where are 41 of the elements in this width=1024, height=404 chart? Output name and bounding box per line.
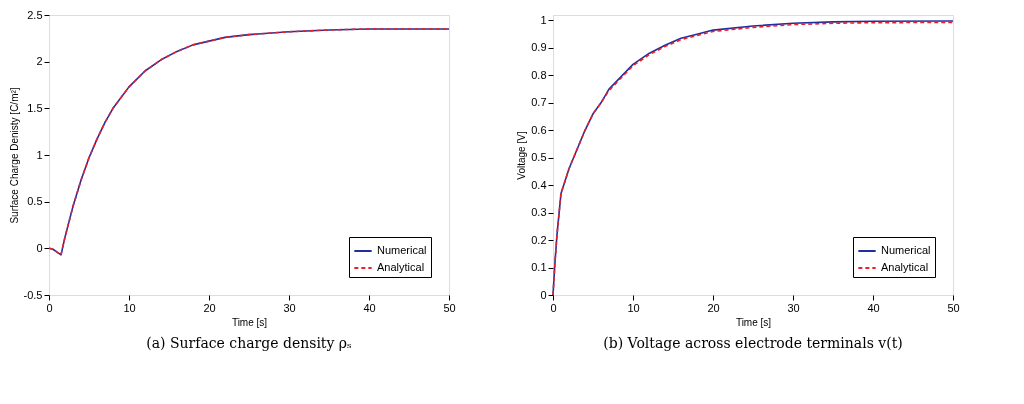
y-tick-label: 0.7	[531, 96, 547, 109]
line-series	[48, 28, 450, 256]
y-tick-label: 0.3	[531, 206, 547, 219]
legend-label: Numerical	[881, 244, 931, 256]
x-tick-label: 20	[707, 301, 720, 314]
x-tick-label: 30	[787, 301, 800, 314]
legend-label: Analytical	[881, 261, 929, 273]
x-tick-label: 50	[947, 301, 960, 314]
x-tick-label: 50	[443, 301, 456, 314]
y-tick-label: 0	[540, 288, 547, 301]
x-axis-title: Time [s]	[231, 316, 268, 328]
legend-label: Numerical	[377, 244, 427, 256]
y-axis-title: Surface Charge Denisty [C/m²]	[8, 87, 20, 224]
y-tick-label: 0.5	[531, 151, 547, 164]
y-tick-label: 2	[36, 55, 43, 68]
y-tick-label: 0.1	[531, 261, 547, 274]
y-tick-label: 0.2	[531, 233, 547, 246]
x-tick-label: 0	[46, 301, 53, 314]
x-axis-title: Time [s]	[735, 316, 772, 328]
x-tick-label: 10	[123, 301, 136, 314]
y-tick-label: 0	[36, 241, 43, 254]
y-tick-label: 0.4	[531, 178, 547, 191]
y-tick-label: 0.6	[531, 123, 547, 136]
y-tick-label: 0.9	[531, 41, 547, 54]
x-tick-label: 40	[867, 301, 880, 314]
y-tick-label: 0.5	[27, 195, 43, 208]
y-tick-label: 1	[36, 148, 43, 161]
y-axis-title: Voltage [V]	[516, 131, 528, 180]
text: (b) Voltage across electrode terminals v(t)	[603, 335, 903, 351]
x-tick-label: 0	[550, 301, 557, 314]
y-tick-label: 2.5	[27, 8, 43, 21]
x-tick-label: 20	[203, 301, 216, 314]
text: (a) Surface charge density ρₛ	[146, 335, 353, 351]
y-tick-label: 0.8	[531, 68, 547, 81]
y-tick-label: -0.5	[23, 288, 43, 301]
legend-label: Analytical	[377, 261, 425, 273]
x-tick-label: 30	[283, 301, 296, 314]
x-tick-label: 40	[363, 301, 376, 314]
x-tick-label: 10	[627, 301, 640, 314]
y-tick-label: 1	[540, 13, 547, 26]
y-tick-label: 1.5	[27, 101, 43, 114]
